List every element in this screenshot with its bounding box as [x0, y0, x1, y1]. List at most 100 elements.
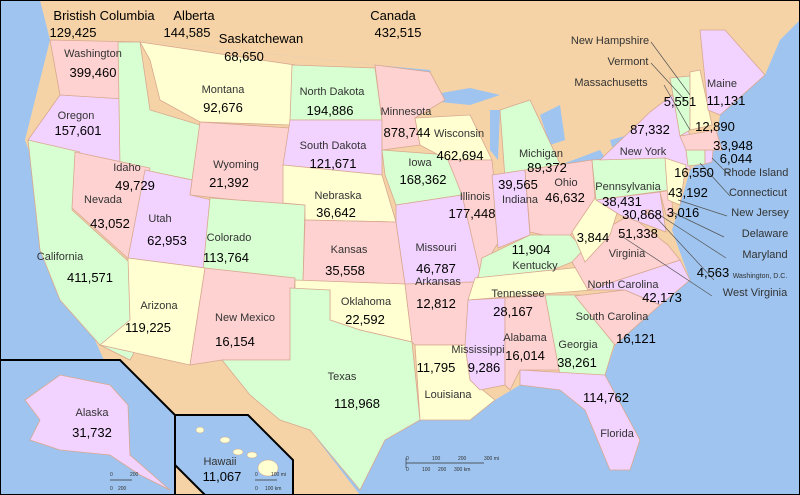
- state-value-montana: 92,676: [203, 100, 243, 115]
- state-new-jersey[interactable]: [664, 157, 687, 206]
- state-name-ohio: Ohio: [554, 177, 577, 189]
- hawaii-island: [219, 436, 231, 444]
- state-name-idaho: Idaho: [113, 162, 141, 174]
- state-alaska[interactable]: [24, 374, 171, 491]
- state-value-pennsylvania: 38,431: [602, 194, 642, 209]
- state-name-utah: Utah: [148, 213, 171, 225]
- state-name-iowa: Iowa: [408, 157, 432, 169]
- state-name-south-carolina: South Carolina: [576, 311, 650, 323]
- state-name-virginia: Virginia: [609, 248, 646, 260]
- state-value-wisconsin: 462,694: [437, 148, 484, 163]
- state-value-colorado: 113,764: [203, 250, 249, 265]
- state-rhode-island[interactable]: [704, 149, 714, 165]
- state-name-michigan: Michigan: [519, 148, 563, 160]
- main-scale-km-label: 100: [422, 467, 431, 473]
- state-name-colorado: Colorado: [207, 232, 252, 244]
- state-value-massachusetts: 33,948: [713, 138, 753, 153]
- state-value-new-jersey: 43,192: [668, 185, 708, 200]
- state-georgia[interactable]: [544, 294, 616, 376]
- state-value-new-york: 87,332: [630, 122, 670, 137]
- main-scale-mi-label: 100: [432, 456, 441, 462]
- state-name-new-york: New York: [620, 146, 667, 158]
- state-new-hampshire[interactable]: [689, 69, 713, 131]
- state-name-indiana: Indiana: [502, 194, 539, 206]
- state-name-florida: Florida: [600, 428, 635, 440]
- state-name-missouri: Missouri: [416, 242, 457, 254]
- state-massachusetts[interactable]: [679, 129, 723, 151]
- canada-region-value: 432,515: [375, 25, 422, 40]
- state-value-new-mexico: 16,154: [215, 334, 255, 349]
- state-value-west-virginia: 3,844: [577, 230, 610, 245]
- state-value-utah: 62,953: [147, 233, 187, 248]
- state-value-vermont: 5,551: [664, 94, 697, 109]
- hawaii-island: [232, 448, 244, 456]
- lake-superior: [430, 88, 500, 105]
- state-value-north-carolina: 42,173: [642, 290, 682, 305]
- state-value-louisiana: 11,795: [417, 360, 456, 375]
- state-name-connecticut: Connecticut: [729, 187, 787, 199]
- state-name-kansas: Kansas: [331, 244, 368, 256]
- state-name-oklahoma: Oklahoma: [341, 296, 392, 308]
- leader-line: [663, 84, 691, 131]
- lake-huron: [540, 105, 565, 145]
- state-name-tennessee: Tennessee: [491, 288, 544, 300]
- state-value-georgia: 38,261: [557, 355, 597, 370]
- state-name-minnesota: Minnesota: [381, 106, 433, 118]
- main-scale-mi-label: 200: [458, 456, 467, 462]
- state-connecticut[interactable]: [685, 149, 706, 167]
- state-value-south-carolina: 16,121: [616, 331, 656, 346]
- alaska-scale-label: 200: [130, 472, 139, 478]
- leader-line: [699, 162, 731, 197]
- state-name-wyoming: Wyoming: [213, 159, 259, 171]
- state-name-vermont: Vermont: [608, 56, 649, 68]
- state-name-texas: Texas: [328, 371, 357, 383]
- state-arizona[interactable]: [99, 257, 206, 366]
- hawaii-scale-label: 100 mi: [271, 472, 286, 478]
- state-value-kansas: 35,558: [325, 263, 365, 278]
- state-name-north-carolina: North Carolina: [588, 279, 660, 291]
- state-arkansas[interactable]: [404, 281, 476, 346]
- state-name-alaska: Alaska: [75, 407, 109, 419]
- state-value-wyoming: 21,392: [209, 175, 249, 190]
- state-value-florida: 114,762: [583, 390, 629, 405]
- hawaii-scale-label: 0: [255, 486, 258, 492]
- state-name-wisconsin: Wisconsin: [434, 128, 484, 140]
- state-value-washington-d-c: 4,563: [697, 265, 730, 280]
- state-value-california: 411,571: [67, 270, 113, 285]
- main-scale-km-label: 300 km: [454, 467, 470, 473]
- hawaii-island: [195, 426, 205, 434]
- state-value-maine: 11,131: [707, 93, 746, 108]
- state-texas[interactable]: [221, 287, 421, 491]
- canada-region-value: 144,585: [164, 25, 211, 40]
- state-value-connecticut: 16,550: [674, 165, 714, 180]
- hawaii-island: [246, 451, 258, 459]
- leader-line: [671, 211, 725, 238]
- state-value-rhode-island: 6,044: [720, 151, 753, 166]
- state-florida[interactable]: [519, 369, 641, 471]
- canada-region-name: Bristish Columbia: [53, 8, 155, 23]
- state-name-nebraska: Nebraska: [314, 190, 362, 202]
- state-name-illinois: Illinois: [460, 191, 491, 203]
- state-name-nevada: Nevada: [84, 194, 123, 206]
- state-maine[interactable]: [699, 29, 766, 116]
- state-value-michigan: 89,372: [527, 160, 567, 175]
- state-west-virginia[interactable]: [571, 197, 619, 263]
- state-value-texas: 118,968: [334, 396, 380, 411]
- hawaii-scale-label: 0: [255, 472, 258, 478]
- state-maryland[interactable]: [594, 191, 667, 233]
- state-value-south-dakota: 121,671: [310, 156, 357, 171]
- leader-line: [711, 157, 731, 177]
- main-scale-mi-label: 0: [406, 456, 409, 462]
- state-washington-d-c[interactable]: [645, 209, 651, 215]
- state-value-arizona: 119,225: [125, 320, 171, 335]
- state-value-maryland: 30,868: [622, 207, 662, 222]
- state-name-california: California: [37, 251, 84, 263]
- canada-region-name: Alberta: [173, 8, 215, 23]
- main-scale-km-label: 0: [406, 467, 409, 473]
- state-value-missouri: 46,787: [416, 261, 456, 276]
- leader-line: [650, 41, 691, 96]
- state-name-maine: Maine: [707, 78, 737, 90]
- hawaii-island: [257, 459, 279, 477]
- state-name-montana: Montana: [202, 84, 246, 96]
